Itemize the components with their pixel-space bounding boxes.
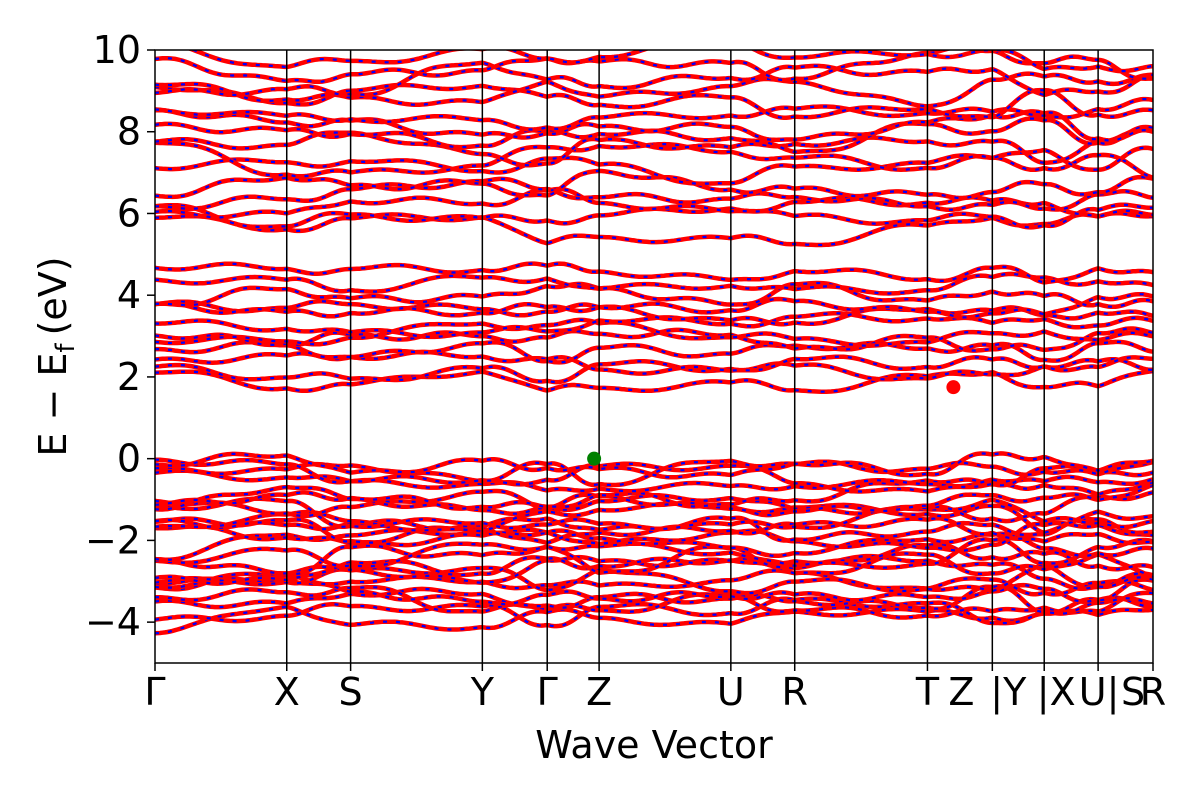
band-line-spin-up: [155, 176, 1153, 213]
band-line-spin-down: [155, 187, 1153, 219]
cbm-marker: [946, 380, 961, 395]
band-line-spin-down: [155, 72, 1153, 108]
x-tick-label: Y: [470, 670, 495, 714]
band-line-spin-down: [155, 452, 1153, 479]
band-line-spin-down: [155, 50, 1153, 83]
band-line-spin-down: [155, 569, 1153, 596]
band-line-spin-down: [155, 458, 1153, 487]
bands-layer: [155, 50, 1153, 636]
band-line-spin-up: [155, 595, 1153, 629]
x-tick-label: T: [915, 670, 940, 714]
band-line-spin-up: [155, 551, 1153, 586]
x-tick-label: Γ: [537, 670, 558, 714]
band-line-spin-up: [155, 291, 1153, 320]
band-line-spin-down: [155, 577, 1153, 606]
band-line-spin-down: [155, 497, 1153, 531]
band-line-spin-down: [155, 484, 1153, 517]
x-tick-label: U: [717, 670, 745, 714]
y-axis-label-main: E − E: [31, 353, 75, 457]
y-tick-label: 2: [117, 355, 141, 399]
band-line-spin-down: [155, 605, 1153, 635]
y-axis-label: E − Ef (eV): [31, 256, 81, 456]
y-tick-label: 4: [117, 273, 141, 317]
band-line-spin-up: [155, 271, 1153, 296]
band-line-spin-down: [155, 587, 1153, 619]
band-line-spin-down: [155, 327, 1153, 352]
x-tick-label: X: [274, 670, 300, 714]
y-tick-label: −2: [85, 518, 141, 562]
x-axis-ticks: Γ X S Y Γ Z U R T Z |Y |X U| SR: [144, 663, 1166, 715]
y-axis-label-unit: (eV): [31, 256, 75, 335]
x-tick-label: R: [782, 670, 808, 714]
y-tick-label: −4: [85, 600, 141, 644]
band-line-spin-down: [155, 212, 1153, 247]
band-line-spin-up: [155, 299, 1153, 327]
y-tick-label: 8: [117, 110, 141, 154]
band-line-spin-down: [155, 340, 1153, 364]
x-tick-label: R: [1140, 670, 1166, 714]
x-tick-label: Z: [586, 670, 612, 714]
band-line-spin-up: [155, 96, 1153, 132]
y-tick-label: 0: [117, 437, 141, 481]
band-line-spin-up: [155, 60, 1153, 98]
x-tick-label: U|: [1079, 670, 1120, 715]
y-tick-label: 10: [93, 28, 141, 72]
extrema-markers: [587, 380, 961, 466]
band-line-spin-up: [155, 261, 1153, 285]
band-line-spin-down: [155, 358, 1153, 384]
band-line-spin-up: [155, 520, 1153, 553]
y-axis-label-sub: f: [51, 343, 81, 353]
band-line-spin-down: [155, 83, 1153, 119]
kpoint-divider-lines: [285, 50, 1099, 663]
band-line-spin-down: [155, 370, 1153, 393]
x-tick-label: S: [339, 670, 363, 714]
band-line-spin-down: [155, 169, 1153, 200]
x-tick-label: Z: [948, 670, 974, 714]
x-tick-label: |X: [1037, 670, 1076, 715]
band-line-spin-up: [155, 140, 1153, 179]
band-line-spin-down: [155, 177, 1153, 211]
band-line-spin-up: [155, 317, 1153, 348]
x-tick-label: |Y: [990, 670, 1027, 715]
x-tick-label: Γ: [144, 670, 165, 714]
plot-frame: [154, 49, 1154, 664]
x-axis-label: Wave Vector: [535, 723, 773, 767]
y-tick-label: 6: [117, 191, 141, 235]
y-axis-ticks: −4 −2 0 2 4 6 8 10: [85, 28, 155, 644]
band-line-spin-down: [155, 281, 1153, 308]
x-tick-label: S: [1121, 670, 1145, 714]
vbm-marker: [587, 451, 602, 466]
